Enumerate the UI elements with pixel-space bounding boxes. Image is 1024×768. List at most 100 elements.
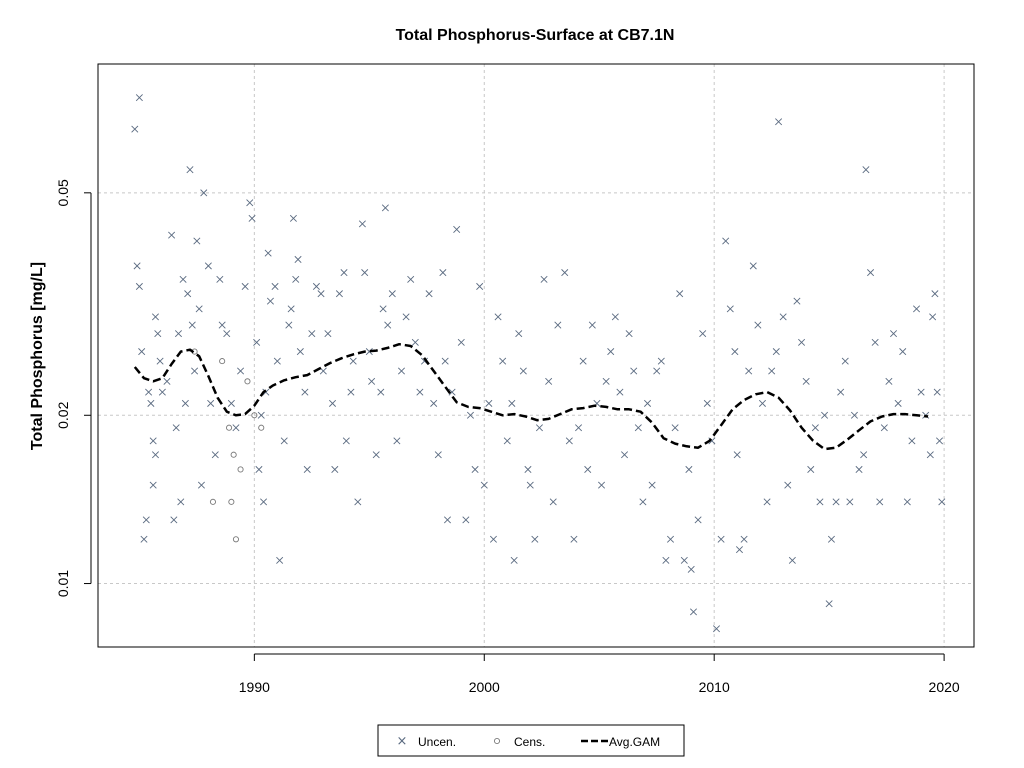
- data-point-uncen: [499, 357, 507, 365]
- data-point-uncen: [188, 321, 196, 329]
- data-point-uncen: [634, 424, 642, 432]
- data-point-uncen: [331, 465, 339, 473]
- data-point-uncen: [172, 424, 180, 432]
- series-uncen: [131, 94, 946, 633]
- data-point-uncen: [384, 321, 392, 329]
- data-point-uncen: [540, 275, 548, 283]
- data-point-uncen: [598, 481, 606, 489]
- data-point-uncen: [191, 367, 199, 375]
- data-point-uncen: [388, 290, 396, 298]
- data-point-uncen: [807, 465, 815, 473]
- data-point-uncen: [816, 498, 824, 506]
- data-point-uncen: [312, 282, 320, 290]
- data-point-uncen: [145, 388, 153, 396]
- data-point-uncen: [549, 498, 557, 506]
- data-point-uncen: [289, 214, 297, 222]
- data-point-uncen: [850, 411, 858, 419]
- data-point-uncen: [917, 388, 925, 396]
- data-point-uncen: [535, 424, 543, 432]
- data-point-uncen: [561, 269, 569, 277]
- data-point-cens: [228, 498, 235, 505]
- data-point-uncen: [494, 313, 502, 321]
- data-point-uncen: [170, 516, 178, 524]
- data-point-uncen: [246, 199, 254, 207]
- data-point-uncen: [174, 330, 182, 338]
- data-point-uncen: [485, 399, 493, 407]
- data-point-uncen: [138, 348, 146, 356]
- data-point-uncen: [772, 348, 780, 356]
- data-point-uncen: [611, 313, 619, 321]
- data-point-uncen: [480, 481, 488, 489]
- data-point-uncen: [588, 321, 596, 329]
- data-point-cens: [258, 424, 265, 431]
- plot-frame: [97, 63, 975, 648]
- data-point-uncen: [935, 437, 944, 445]
- data-point-cens: [251, 412, 258, 419]
- data-point-uncen: [476, 282, 484, 290]
- x-tick-label: 2010: [699, 679, 730, 695]
- data-point-uncen: [802, 377, 810, 385]
- data-point-uncen: [926, 451, 934, 459]
- data-point-uncen: [324, 330, 332, 338]
- data-point-uncen: [862, 166, 870, 174]
- data-point-uncen: [241, 282, 249, 290]
- data-point-uncen: [223, 330, 231, 338]
- gam-trend-line: [133, 342, 929, 451]
- data-point-uncen: [531, 535, 539, 543]
- y-axis-label: Total Phosphorus [mg/L]: [29, 262, 46, 450]
- data-point-uncen: [397, 367, 406, 375]
- data-point-uncen: [142, 516, 150, 524]
- data-point-uncen: [276, 556, 284, 564]
- data-point-uncen: [726, 305, 734, 313]
- data-point-uncen: [890, 330, 898, 338]
- data-point-uncen: [264, 249, 272, 257]
- data-point-uncen: [354, 498, 362, 506]
- data-point-uncen: [519, 367, 527, 375]
- legend-box: [377, 724, 685, 757]
- data-point-uncen: [156, 357, 164, 365]
- data-point-uncen: [788, 556, 796, 564]
- data-point-uncen: [579, 357, 587, 365]
- data-point-uncen: [662, 556, 670, 564]
- data-point-cens: [209, 498, 217, 505]
- data-point-uncen: [358, 220, 366, 228]
- data-point-uncen: [876, 498, 884, 506]
- data-point-uncen: [616, 388, 624, 396]
- data-point-uncen: [292, 275, 300, 283]
- data-point-uncen: [271, 282, 279, 290]
- data-point-uncen: [317, 290, 325, 298]
- data-point-uncen: [676, 290, 684, 298]
- y-tick-label: 0.05: [55, 179, 71, 206]
- data-point-uncen: [296, 348, 304, 356]
- data-point-uncen: [524, 465, 532, 473]
- data-point-uncen: [342, 437, 350, 445]
- data-point-uncen: [457, 338, 465, 346]
- data-point-uncen: [933, 388, 941, 396]
- data-point-uncen: [841, 357, 849, 365]
- data-point-uncen: [262, 388, 270, 396]
- data-point-uncen: [471, 465, 479, 473]
- data-point-uncen: [154, 330, 162, 338]
- data-point-uncen: [133, 262, 141, 270]
- data-point-uncen: [151, 451, 159, 459]
- data-point-uncen: [832, 498, 840, 506]
- data-point-uncen: [361, 269, 369, 277]
- data-point-uncen: [260, 498, 268, 506]
- data-point-uncen: [232, 424, 240, 432]
- data-point-uncen: [347, 388, 355, 396]
- data-point-uncen: [425, 290, 433, 298]
- data-point-uncen: [680, 556, 688, 564]
- data-point-uncen: [657, 357, 665, 365]
- data-point-uncen: [237, 367, 245, 375]
- data-point-uncen: [821, 411, 829, 419]
- y-axis: 0.01 0.02 0.05: [55, 179, 92, 597]
- data-point-uncen: [653, 367, 661, 375]
- data-point-uncen: [381, 204, 389, 212]
- data-point-uncen: [266, 297, 274, 305]
- data-point-uncen: [273, 357, 281, 365]
- x-axis: 1990 2000 2010 2020: [239, 653, 960, 695]
- data-point-uncen: [147, 399, 155, 407]
- y-gridlines: [98, 192, 974, 585]
- data-point-uncen: [648, 481, 656, 489]
